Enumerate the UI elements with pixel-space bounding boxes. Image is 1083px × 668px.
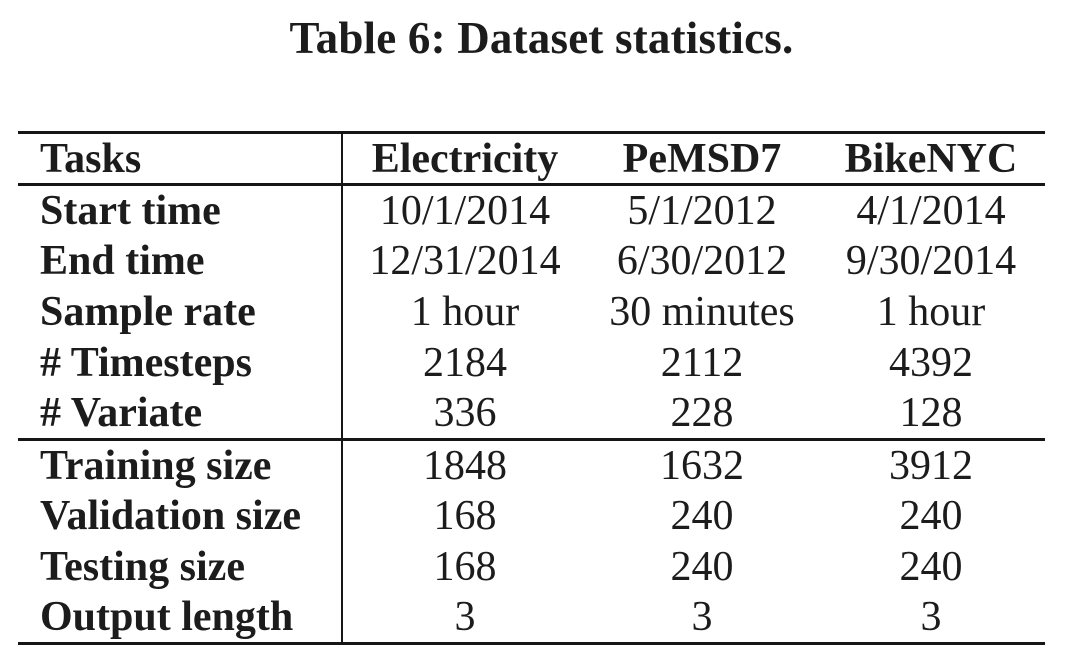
table-header: Tasks Electricity PeMSD7 BikeNYC xyxy=(18,132,1045,185)
row-label-output-length: Output length xyxy=(40,594,294,641)
cell-value: 168 xyxy=(341,541,587,593)
row-label-validation-size: Validation size xyxy=(40,493,301,539)
row-label-start-time: Start time xyxy=(40,187,221,234)
cell-value: 30 minutes xyxy=(609,289,795,335)
cell-value: 1 hour xyxy=(876,289,986,335)
cell-value: 9/30/2014 xyxy=(845,238,1017,284)
cell-value: 12/31/2014 xyxy=(341,235,587,287)
table-row: Testing size 168 240 240 xyxy=(18,541,1045,593)
section-split-sizes: Training size 1848 1632 3912 Validation … xyxy=(18,439,1045,644)
cell-value: 4392 xyxy=(889,340,973,386)
table-row: Validation size 168 240 240 xyxy=(18,490,1045,542)
row-label-training-size: Training size xyxy=(40,442,272,489)
table-row: End time 12/31/2014 6/30/2012 9/30/2014 xyxy=(18,235,1045,287)
table-row: # Timesteps 2184 2112 4392 xyxy=(18,337,1045,389)
column-header-electricity: Electricity xyxy=(341,132,587,185)
row-label-num-timesteps: # Timesteps xyxy=(40,340,252,386)
cell-value: 4/1/2014 xyxy=(856,187,1006,234)
column-header-tasks: Tasks xyxy=(40,135,142,182)
row-label-end-time: End time xyxy=(40,238,205,284)
cell-value: 336 xyxy=(341,388,587,440)
table-row: # Variate 336 228 128 xyxy=(18,388,1045,440)
cell-value: 240 xyxy=(899,544,963,590)
cell-value: 240 xyxy=(899,493,963,539)
table-row: Start time 10/1/2014 5/1/2012 4/1/2014 xyxy=(18,184,1045,236)
row-label-testing-size: Testing size xyxy=(40,544,245,590)
cell-value: 128 xyxy=(899,390,963,437)
table-row: Output length 3 3 3 xyxy=(18,592,1045,644)
cell-value: 240 xyxy=(670,544,734,590)
cell-value: 5/1/2012 xyxy=(627,187,777,234)
cell-value: 3 xyxy=(691,594,713,641)
table-row: Sample rate 1 hour 30 minutes 1 hour xyxy=(18,286,1045,338)
column-header-bikenyc: BikeNYC xyxy=(844,135,1018,182)
cell-value: 10/1/2014 xyxy=(341,184,587,236)
table-row: Training size 1848 1632 3912 xyxy=(18,439,1045,491)
cell-value: 228 xyxy=(670,390,734,437)
cell-value: 3 xyxy=(341,592,587,644)
row-label-sample-rate: Sample rate xyxy=(40,289,256,335)
table-caption: Table 6: Dataset statistics. xyxy=(289,13,794,63)
header-row: Tasks Electricity PeMSD7 BikeNYC xyxy=(18,132,1045,185)
column-header-pemsd7: PeMSD7 xyxy=(622,135,782,182)
cell-value: 1632 xyxy=(660,442,744,489)
cell-value: 2112 xyxy=(660,340,744,386)
cell-value: 168 xyxy=(341,490,587,542)
cell-value: 3 xyxy=(920,594,942,641)
dataset-statistics-table: Tasks Electricity PeMSD7 BikeNYC Start t… xyxy=(18,131,1045,645)
cell-value: 3912 xyxy=(889,442,973,489)
cell-value: 240 xyxy=(670,493,734,539)
cell-value: 2184 xyxy=(341,337,587,389)
cell-value: 1 hour xyxy=(341,286,587,338)
cell-value: 6/30/2012 xyxy=(616,238,788,284)
section-dataset-properties: Start time 10/1/2014 5/1/2012 4/1/2014 E… xyxy=(18,184,1045,440)
row-label-num-variate: # Variate xyxy=(40,390,203,437)
cell-value: 1848 xyxy=(341,439,587,491)
